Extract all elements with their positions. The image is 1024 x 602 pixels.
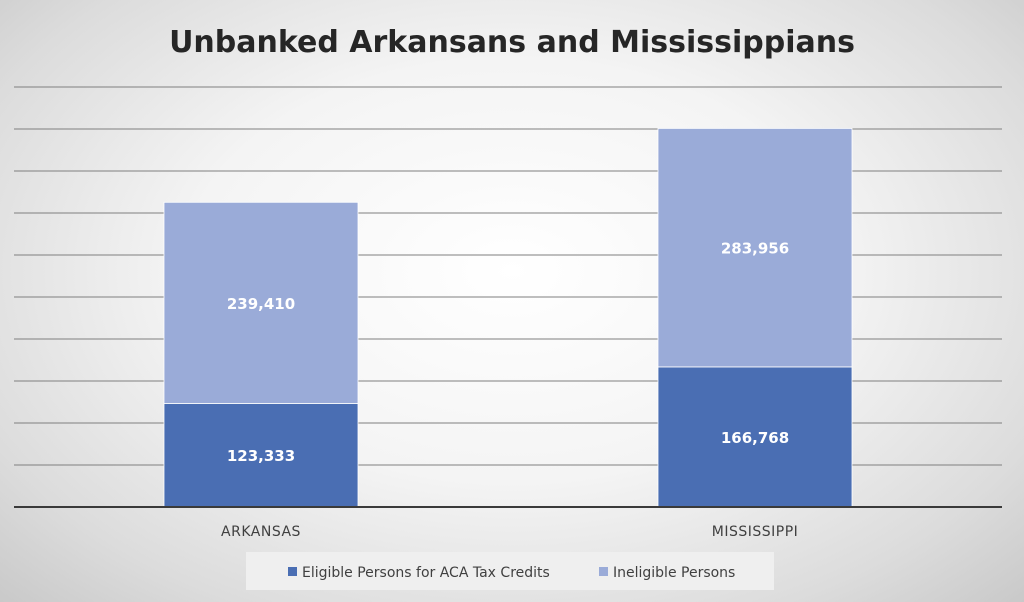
category-label-arkansas: ARKANSAS [221, 524, 301, 540]
legend-swatch-eligible [288, 567, 297, 576]
category-label-mississippi: MISSISSIPPI [712, 524, 799, 540]
data-label-arkansas-eligible: 123,333 [227, 447, 295, 465]
legend: Eligible Persons for ACA Tax Credits Ine… [246, 552, 774, 590]
gridlines [14, 86, 1002, 466]
category-labels: ARKANSAS MISSISSIPPI [221, 524, 798, 540]
legend-label-eligible: Eligible Persons for ACA Tax Credits [302, 565, 550, 581]
legend-background [246, 552, 774, 590]
bar-arkansas-ineligible [163, 201, 359, 404]
data-label-arkansas-ineligible: 239,410 [227, 295, 295, 313]
legend-label-ineligible: Ineligible Persons [613, 565, 735, 581]
data-label-mississippi-ineligible: 283,956 [721, 240, 789, 258]
data-label-mississippi-eligible: 166,768 [721, 429, 789, 447]
legend-swatch-ineligible [599, 567, 608, 576]
bar-mississippi-ineligible [657, 127, 853, 368]
bar-labels: 123,333 239,410 166,768 283,956 [227, 240, 789, 466]
chart-title: Unbanked Arkansans and Mississippians [169, 25, 855, 60]
